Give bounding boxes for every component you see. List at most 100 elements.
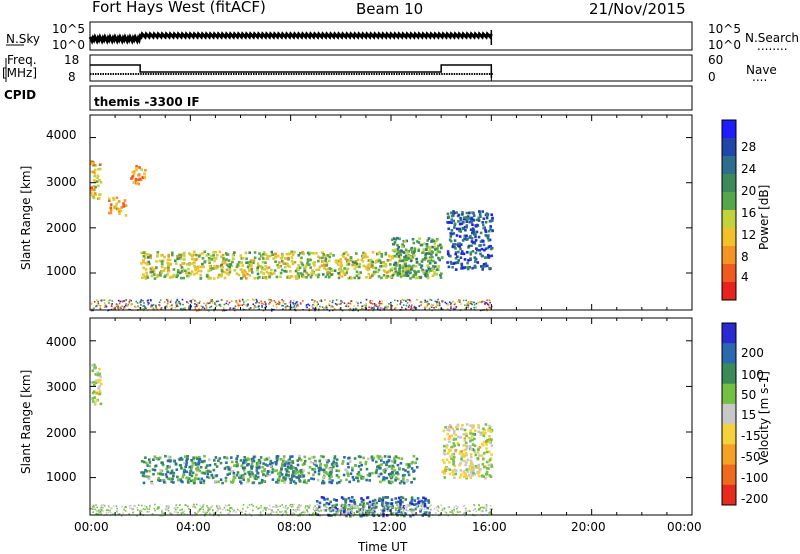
- velocity-cell: [171, 477, 174, 481]
- velocity-ground-cell: [295, 510, 297, 513]
- power-cell: [279, 275, 282, 279]
- power-cell: [480, 254, 484, 258]
- power-cell: [185, 263, 189, 266]
- power-cell: [178, 271, 182, 275]
- power-colorbar-swatch: [722, 192, 736, 211]
- power-cell: [450, 214, 454, 218]
- power-cell: [371, 266, 375, 269]
- velocity-ground-cell: [273, 506, 275, 508]
- power-cell: [451, 232, 454, 236]
- power-cell: [458, 227, 462, 231]
- power-cell: [452, 219, 455, 223]
- power-colorbar-swatch: [722, 120, 736, 139]
- power-cell: [412, 252, 415, 255]
- power-ground-cell: [199, 300, 201, 303]
- power-cell: [314, 273, 318, 277]
- power-cell: [460, 267, 463, 270]
- power-cell: [317, 259, 320, 263]
- velocity-cell: [318, 501, 322, 505]
- power-cell: [462, 221, 465, 224]
- velocity-cell: [164, 473, 168, 476]
- power-cell: [291, 262, 295, 265]
- power-ground-cell: [171, 304, 173, 306]
- velocity-cell: [406, 466, 410, 469]
- power-cell: [451, 266, 454, 269]
- power-ground-cell: [409, 301, 412, 303]
- power-cell: [489, 244, 492, 248]
- power-ground-cell: [260, 300, 262, 303]
- velocity-cell: [394, 497, 398, 500]
- velocity-ground-cell: [105, 511, 108, 514]
- power-ground-cell: [296, 301, 299, 303]
- velocity-cell: [190, 466, 193, 470]
- velocity-cell: [359, 455, 362, 459]
- power-cell: [362, 264, 366, 268]
- power-cell: [241, 256, 245, 260]
- power-cell: [150, 274, 154, 278]
- velocity-cell: [402, 481, 406, 485]
- power-cell: [122, 204, 125, 208]
- power-ytick-4000: 4000: [46, 128, 77, 142]
- power-cell: [477, 216, 481, 220]
- velocity-ground-cell: [129, 504, 132, 507]
- velocity-cell: [261, 465, 264, 469]
- power-cell: [267, 271, 270, 275]
- power-cell: [421, 258, 425, 261]
- velocity-colorbar-swatch: [722, 424, 736, 445]
- power-cell: [212, 250, 215, 254]
- velocity-cell: [409, 501, 412, 505]
- power-cell: [431, 255, 434, 259]
- power-cell: [169, 263, 173, 266]
- power-cell: [459, 230, 463, 233]
- velocity-cell: [368, 479, 371, 482]
- velocity-ground-cell: [178, 504, 181, 506]
- velocity-ground-cell: [294, 509, 296, 512]
- power-cell: [459, 243, 463, 246]
- velocity-cell: [373, 510, 376, 513]
- velocity-ground-cell: [353, 505, 356, 508]
- velocity-cell: [238, 474, 241, 477]
- velocity-cell: [385, 496, 388, 499]
- velocity-ground-cell: [484, 507, 486, 509]
- velocity-cell: [299, 458, 303, 462]
- power-ground-cell: [128, 301, 131, 303]
- velocity-cell: [488, 474, 492, 477]
- power-ground-cell: [135, 300, 138, 303]
- velocity-ground-cell: [349, 506, 351, 509]
- velocity-cell: [331, 479, 334, 482]
- power-ground-cell: [166, 306, 168, 308]
- velocity-ground-cell: [223, 506, 226, 509]
- velocity-ground-cell: [319, 514, 321, 517]
- power-cell: [233, 269, 237, 272]
- power-ground-cell: [369, 300, 372, 302]
- velocity-ground-cell: [455, 505, 457, 507]
- power-cell: [189, 272, 193, 276]
- velocity-cell: [179, 456, 183, 460]
- power-cell: [131, 170, 134, 174]
- velocity-cell: [484, 423, 488, 426]
- velocity-ground-cell: [206, 505, 208, 507]
- power-ground-cell: [105, 305, 108, 308]
- power-cell: [428, 256, 432, 259]
- power-cell: [428, 257, 431, 261]
- velocity-cell: [225, 456, 228, 460]
- nave-label: Nave: [746, 63, 777, 77]
- velocity-cell: [185, 460, 188, 463]
- power-cell: [144, 277, 148, 280]
- power-cell: [431, 251, 434, 254]
- beam-title: Beam 10: [356, 0, 424, 18]
- power-cell: [151, 266, 154, 269]
- power-ground-cell: [214, 303, 216, 306]
- velocity-ground-cell: [400, 513, 402, 515]
- velocity-ground-cell: [464, 507, 467, 510]
- power-ground-cell: [355, 307, 358, 310]
- power-cell: [393, 241, 397, 244]
- power-cell: [491, 229, 494, 233]
- power-ground-cell: [409, 299, 411, 302]
- velocity-cell: [328, 471, 332, 474]
- velocity-cell: [469, 424, 472, 427]
- power-cell: [425, 248, 428, 251]
- velocity-cell: [159, 479, 162, 482]
- velocity-cell: [446, 452, 450, 455]
- power-cell: [342, 255, 345, 258]
